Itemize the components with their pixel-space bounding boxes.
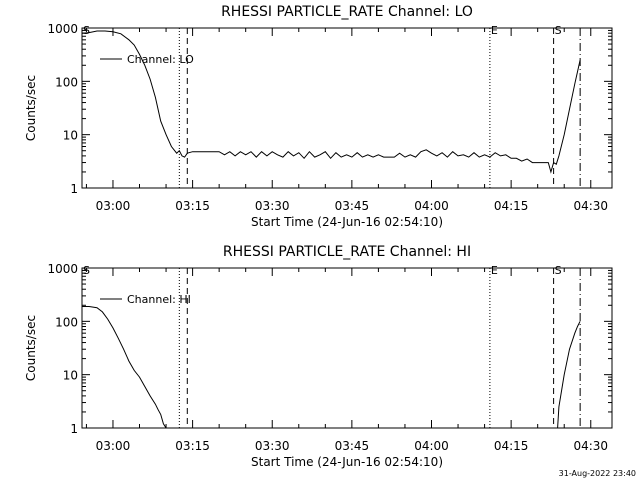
x-tick-label: 03:30: [255, 199, 290, 213]
x-tick-label: 03:45: [335, 199, 370, 213]
x-tick-label: 03:00: [96, 199, 131, 213]
x-tick-label: 04:30: [573, 199, 608, 213]
y-tick-label: 100: [55, 75, 78, 89]
time-marker-label: S: [83, 264, 90, 277]
x-tick-label: 03:15: [175, 199, 210, 213]
chart-title: RHESSI PARTICLE_RATE Channel: HI: [223, 244, 471, 260]
x-tick-label: 03:45: [335, 439, 370, 453]
footer-timestamp: 31-Aug-2022 23:40: [559, 469, 636, 478]
chart-panel-2: RHESSI PARTICLE_RATE Channel: HI 1 10 100 10…: [24, 244, 613, 469]
x-tick-label: 04:00: [414, 439, 449, 453]
legend-label: Channel: HI: [127, 293, 191, 306]
x-tick-label: 04:15: [494, 199, 529, 213]
x-axis-label: Start Time (24-Jun-16 02:54:10): [251, 215, 443, 229]
time-marker-label: S: [83, 24, 90, 37]
y-tick-label: 1: [70, 422, 78, 436]
time-marker-label: S: [555, 264, 562, 277]
y-axis-label: Counts/sec: [24, 75, 38, 141]
time-marker-label: E: [491, 24, 498, 37]
plot-frame: [81, 27, 613, 189]
legend-label: Channel: LO: [127, 53, 194, 66]
x-tick-label: 04:30: [573, 439, 608, 453]
x-tick-label: 03:15: [175, 439, 210, 453]
series-line: [557, 321, 581, 428]
series-line: [82, 306, 167, 428]
x-tick-label: 03:00: [96, 439, 131, 453]
series-line: [82, 30, 581, 174]
y-tick-label: 1000: [47, 262, 78, 276]
time-marker-label: E: [491, 264, 498, 277]
time-marker-label: S: [555, 24, 562, 37]
x-tick-label: 04:00: [414, 199, 449, 213]
x-tick-label: 03:30: [255, 439, 290, 453]
plot-frame: [81, 267, 613, 429]
y-tick-label: 10: [63, 129, 78, 143]
y-tick-label: 10: [63, 369, 78, 383]
x-axis-label: Start Time (24-Jun-16 02:54:10): [251, 455, 443, 469]
y-tick-label: 1000: [47, 22, 78, 36]
y-axis-label: Counts/sec: [24, 315, 38, 381]
y-tick-label: 1: [70, 182, 78, 196]
y-tick-label: 100: [55, 315, 78, 329]
chart-panel-1: RHESSI PARTICLE_RATE Channel: LO 1 10 100 10…: [24, 4, 613, 229]
chart-title: RHESSI PARTICLE_RATE Channel: LO: [221, 4, 473, 20]
x-tick-label: 04:15: [494, 439, 529, 453]
